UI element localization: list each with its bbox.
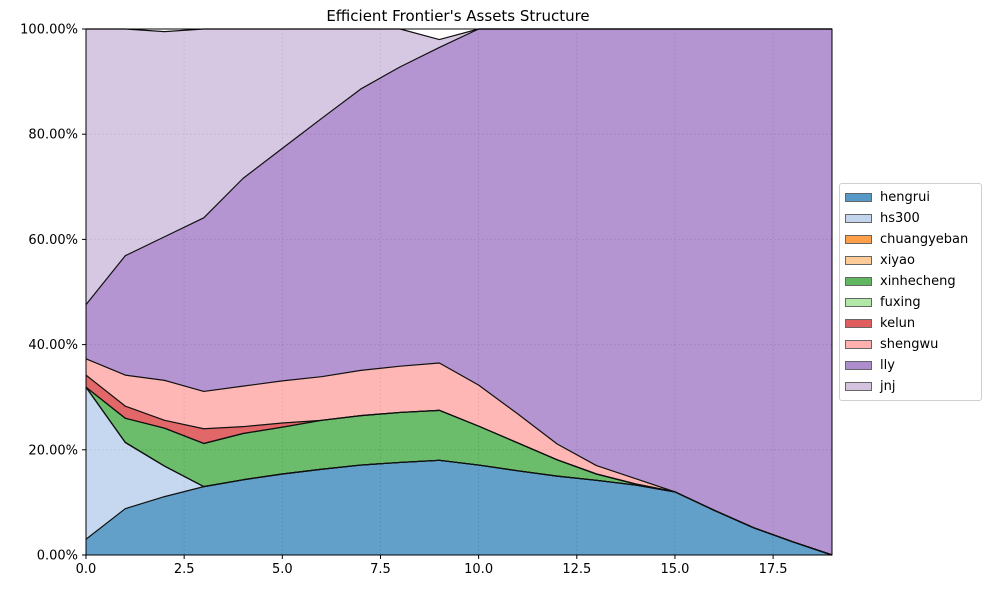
legend-label: xinhecheng [880, 274, 956, 289]
x-tick-label: 5.0 [272, 562, 293, 577]
x-tick-label: 2.5 [174, 562, 195, 577]
legend-label: kelun [880, 316, 916, 331]
legend-label: xiyao [880, 253, 915, 268]
legend-label: fuxing [880, 295, 921, 310]
y-tick-label: 20.00% [28, 443, 78, 458]
legend-label: shengwu [880, 337, 939, 352]
legend-item-jnj: jnj [840, 376, 981, 397]
legend-item-shengwu: shengwu [840, 334, 981, 355]
legend-swatch [845, 235, 872, 244]
legend-label: hs300 [880, 211, 920, 226]
legend-swatch [845, 319, 872, 328]
y-tick-label: 0.00% [37, 549, 78, 564]
area-lly [86, 29, 832, 555]
legend-swatch [845, 298, 872, 307]
legend-swatch [845, 214, 872, 223]
legend-swatch [845, 256, 872, 265]
area-jnj [86, 29, 832, 305]
legend-item-chuangyeban: chuangyeban [840, 229, 981, 250]
x-tick-label: 7.5 [370, 562, 391, 577]
legend-swatch [845, 340, 872, 349]
plot-frame [85, 28, 833, 556]
legend-item-xiyao: xiyao [840, 250, 981, 271]
x-tick-label: 0.0 [76, 562, 97, 577]
x-tick-label: 12.5 [562, 562, 591, 577]
y-tick-label: 40.00% [28, 338, 78, 353]
legend-item-kelun: kelun [840, 313, 981, 334]
y-tick-label: 100.00% [20, 23, 78, 38]
legend-label: hengrui [880, 190, 930, 205]
legend-label: lly [880, 358, 895, 373]
legend-item-fuxing: fuxing [840, 292, 981, 313]
boundary-shengwu [85, 358, 833, 556]
legend: hengrui hs300 chuangyeban xiyao xinhecheng fu… [839, 183, 982, 401]
legend-swatch [845, 193, 872, 202]
y-tick-label: 80.00% [28, 128, 78, 143]
area-layer [86, 29, 832, 555]
legend-swatch [845, 277, 872, 286]
legend-item-hengrui: hengrui [840, 187, 981, 208]
axis-layer: 0.0 2.5 5.0 7.5 10.0 12.5 15.0 17.5 0.00% 20.00% 4… [20, 23, 787, 578]
legend-item-lly: lly [840, 355, 981, 376]
chart-title: Efficient Frontier's Assets Structure [326, 7, 589, 25]
x-tick-label: 17.5 [759, 562, 788, 577]
area-hengrui [86, 460, 832, 555]
x-tick-label: 15.0 [660, 562, 689, 577]
legend-swatch [845, 382, 872, 391]
legend-item-hs300: hs300 [840, 208, 981, 229]
legend-label: chuangyeban [880, 232, 969, 247]
y-tick-label: 60.00% [28, 233, 78, 248]
area-shengwu [86, 358, 832, 555]
legend-item-xinhecheng: xinhecheng [840, 271, 981, 292]
legend-label: jnj [880, 379, 896, 394]
legend-swatch [845, 361, 872, 370]
x-tick-label: 10.0 [464, 562, 493, 577]
